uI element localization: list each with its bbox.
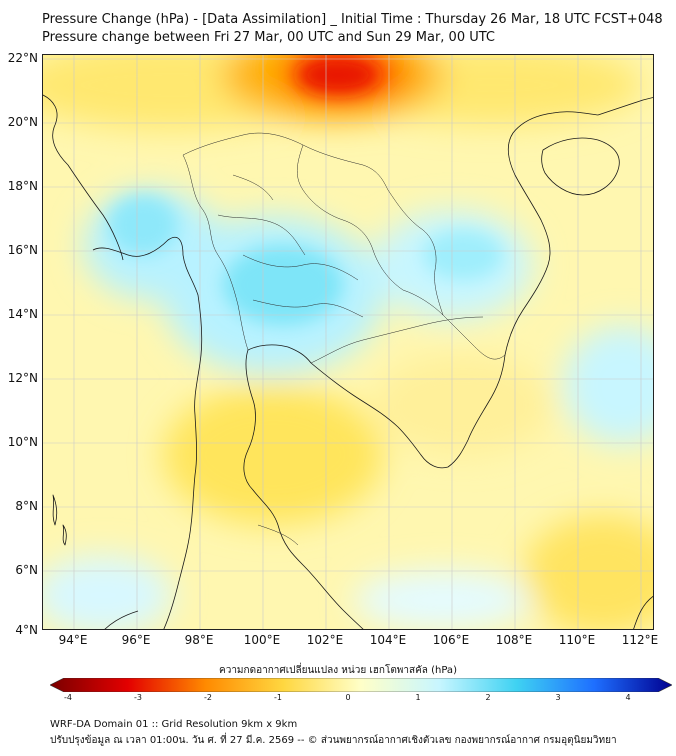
lat-label: 20°N [7, 115, 38, 129]
colorbar-tick: 4 [625, 693, 631, 702]
lon-label: 98°E [184, 633, 214, 647]
footer-model-info: WRF-DA Domain 01 :: Grid Resolution 9km … [50, 719, 298, 730]
lon-label: 110°E [558, 633, 596, 647]
lat-label: 8°N [15, 499, 38, 513]
lat-label: 14°N [7, 307, 38, 321]
lon-label: 102°E [306, 633, 344, 647]
colorbar-tick: 3 [555, 693, 561, 702]
colorbar-tick: -2 [204, 693, 212, 702]
footer-update-info: ปรับปรุงข้อมูล ณ เวลา 01:00น. วัน ศ. ที่… [50, 735, 617, 746]
colorbar-tick: 0 [345, 693, 351, 702]
lon-label: 104°E [369, 633, 407, 647]
lon-label: 96°E [121, 633, 151, 647]
lat-label: 10°N [7, 435, 38, 449]
colorbar-title: ความกดอากาศเปลี่ยนแปลง หน่วย เฮกโตพาสคัล… [219, 665, 457, 676]
lat-label: 16°N [7, 243, 38, 257]
colorbar-tick: -1 [274, 693, 282, 702]
lon-label: 100°E [243, 633, 281, 647]
colorbar-tick: 2 [485, 693, 491, 702]
borders [182, 132, 506, 546]
lon-label: 112°E [621, 633, 659, 647]
lat-label: 12°N [7, 371, 38, 385]
map-subtitle: Pressure change between Fri 27 Mar, 00 U… [42, 30, 495, 45]
lon-label: 106°E [432, 633, 470, 647]
map-title: Pressure Change (hPa) - [Data Assimilati… [42, 12, 663, 27]
lon-label: 108°E [495, 633, 533, 647]
lon-label: 94°E [58, 633, 88, 647]
colorbar [50, 678, 672, 692]
pressure-change-map [42, 54, 654, 630]
lat-label: 22°N [7, 51, 38, 65]
lat-label: 18°N [7, 179, 38, 193]
colorbar-tick: -4 [64, 693, 72, 702]
lat-label: 4°N [15, 623, 38, 637]
colorbar-tick: 1 [415, 693, 421, 702]
colorbar-tick: -3 [134, 693, 142, 702]
lat-label: 6°N [15, 563, 38, 577]
graticule [43, 55, 653, 629]
